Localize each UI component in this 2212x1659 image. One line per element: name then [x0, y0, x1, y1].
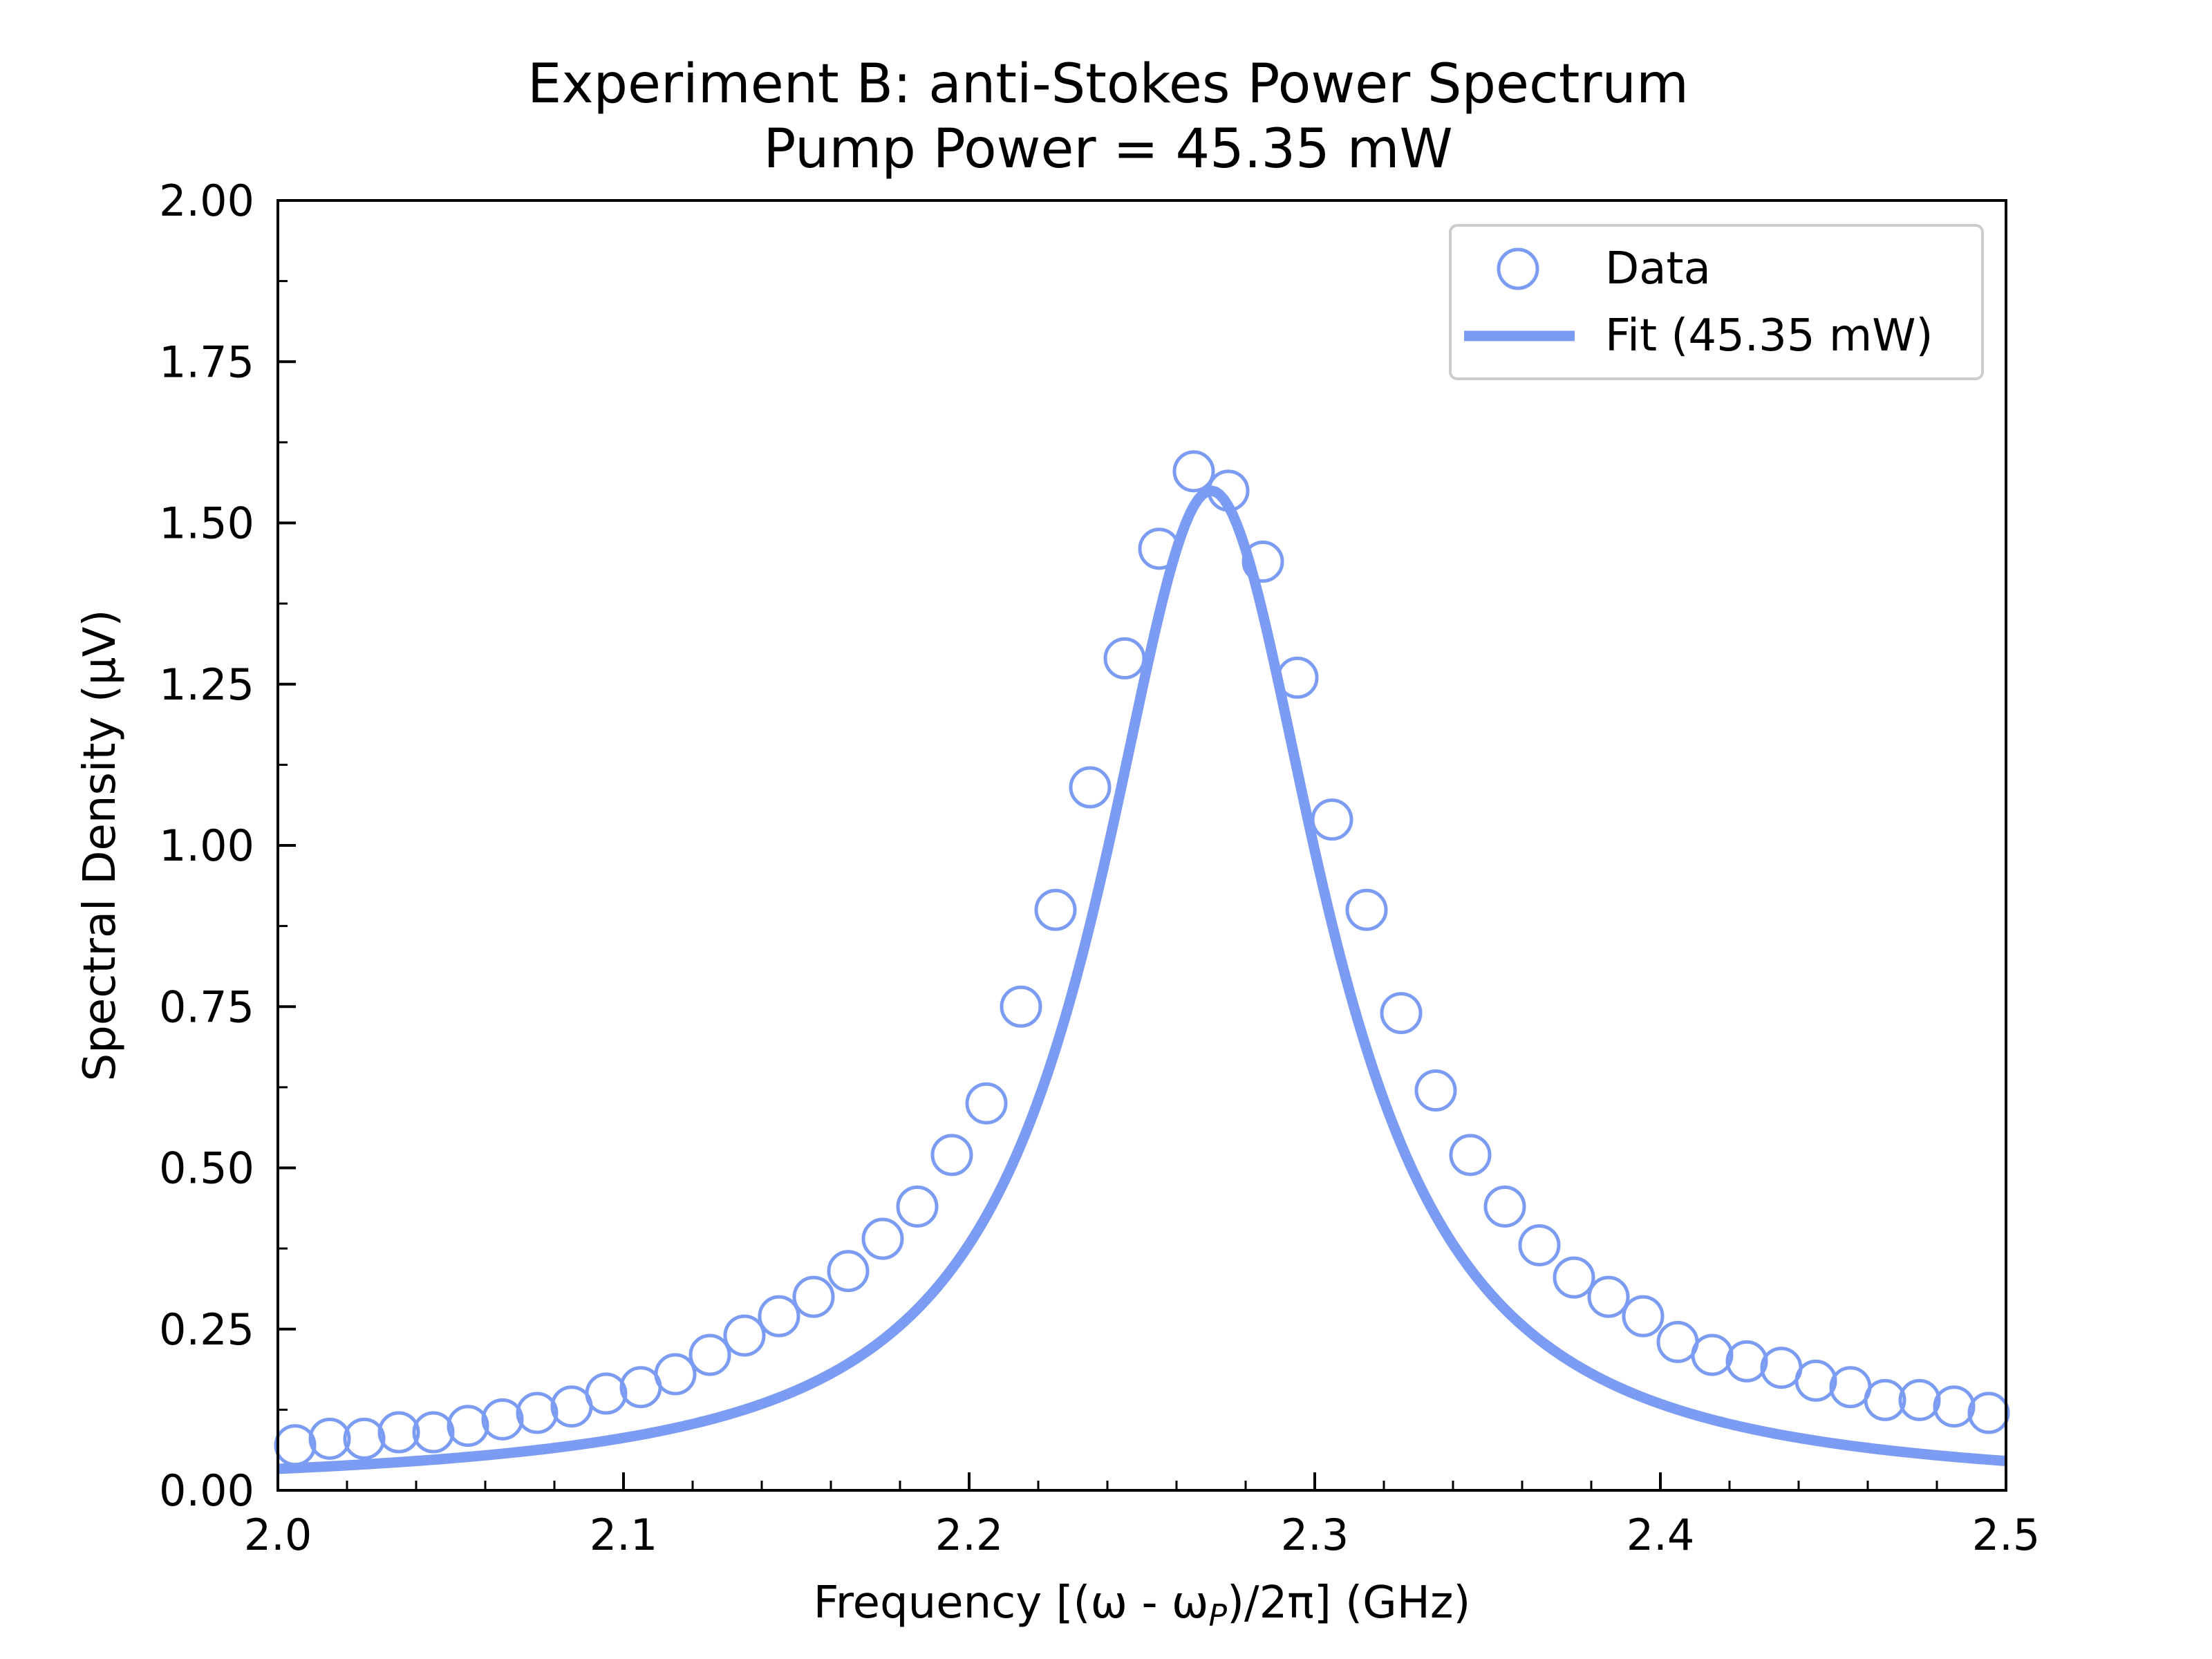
- data-point: [1864, 1378, 1906, 1421]
- data-point: [1933, 1385, 1976, 1428]
- data-point: [1414, 1069, 1457, 1112]
- data-point: [308, 1417, 351, 1460]
- y-tick-label: 1.50: [159, 498, 254, 549]
- y-tick-label: 1.75: [159, 337, 254, 387]
- data-point: [481, 1398, 524, 1441]
- data-point: [1034, 888, 1077, 931]
- x-tick-label: 2.1: [590, 1510, 658, 1560]
- data-point: [1172, 450, 1215, 493]
- plot-area: [278, 200, 2006, 1490]
- legend-data-label: Data: [1605, 243, 1711, 294]
- y-tick-label: 0.00: [159, 1465, 254, 1516]
- data-point: [377, 1411, 420, 1454]
- data-point: [516, 1391, 559, 1434]
- data-point: [274, 1424, 317, 1467]
- data-point: [1553, 1256, 1595, 1299]
- data-point: [447, 1405, 489, 1447]
- data-point: [1967, 1391, 2010, 1434]
- data-point: [1898, 1378, 1941, 1421]
- x-axis-label: Frequency [(ω - ωP)/2π] (GHz): [814, 1577, 1471, 1633]
- x-tick-label: 2.5: [1972, 1510, 2041, 1560]
- data-point: [1380, 992, 1423, 1035]
- fit-line: [276, 485, 2007, 1474]
- data-point: [1449, 1134, 1492, 1177]
- chart-subtitle: Pump Power = 45.35 mW: [763, 118, 1452, 180]
- legend: Data Fit (45.35 mW): [1449, 224, 1984, 380]
- legend-box: [1449, 224, 1984, 380]
- data-point: [1069, 766, 1112, 809]
- data-point: [1311, 798, 1353, 841]
- data-point: [1000, 985, 1042, 1028]
- y-tick-label: 0.50: [159, 1143, 254, 1194]
- data-point: [792, 1275, 835, 1318]
- data-point: [1241, 540, 1284, 583]
- x-tick-label: 2.4: [1627, 1510, 1695, 1560]
- y-axis-label: Spectral Density (μV): [75, 610, 126, 1082]
- data-point: [896, 1185, 939, 1228]
- data-point: [412, 1411, 455, 1454]
- legend-fit-label: Fit (45.35 mW): [1605, 310, 1933, 362]
- data-point: [1276, 656, 1319, 699]
- chart-title: Experiment B: anti-Stokes Power Spectrum: [527, 53, 1689, 115]
- legend-data-marker: [1497, 247, 1539, 290]
- data-point: [1794, 1359, 1837, 1402]
- data-point: [723, 1314, 766, 1357]
- data-point: [930, 1134, 973, 1177]
- y-tick-label: 1.25: [159, 659, 254, 710]
- data-point: [1345, 888, 1388, 931]
- data-point: [758, 1295, 800, 1338]
- data-point: [343, 1417, 386, 1460]
- series-layer: [274, 450, 2010, 1474]
- data-point: [654, 1353, 697, 1396]
- x-tick-label: 2.2: [935, 1510, 1004, 1560]
- data-point: [1207, 469, 1250, 512]
- data-point: [1103, 637, 1146, 679]
- y-tick-label: 2.00: [159, 176, 254, 226]
- data-point: [1725, 1340, 1768, 1382]
- y-tick-label: 0.25: [159, 1304, 254, 1355]
- data-point: [1483, 1185, 1526, 1228]
- data-point: [827, 1250, 870, 1293]
- data-point: [1587, 1275, 1630, 1318]
- x-tick-label: 2.0: [244, 1510, 312, 1560]
- data-point: [965, 1082, 1008, 1125]
- data-point: [861, 1217, 904, 1260]
- data-point: [1518, 1224, 1561, 1266]
- data-point: [1138, 527, 1181, 570]
- data-point: [688, 1333, 731, 1376]
- data-point: [1691, 1333, 1734, 1376]
- y-tick-label: 1.00: [159, 821, 254, 871]
- x-tick-label: 2.3: [1281, 1510, 1349, 1560]
- y-tick-label: 0.75: [159, 982, 254, 1032]
- tick-layer: 2.0 2.1 2.2 2.3 2.4 2.5 0.00 0.25 0.50 0.75 1.00 1.…: [159, 176, 2040, 1560]
- plot-frame: [276, 199, 2007, 1492]
- data-point: [585, 1372, 628, 1415]
- data-point: [1622, 1295, 1665, 1338]
